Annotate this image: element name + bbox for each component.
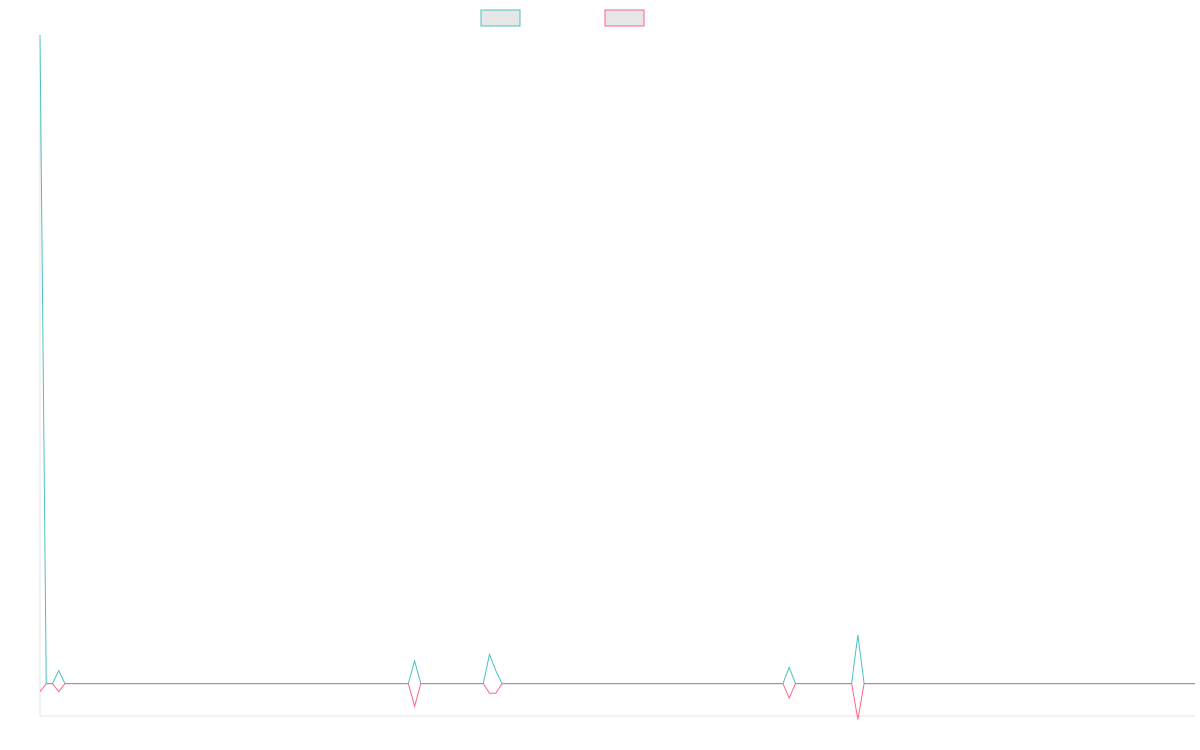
series-line-1	[39, 34, 1195, 685]
series-line-2	[39, 683, 1195, 720]
legend-swatch-1[interactable]	[480, 9, 521, 27]
legend	[480, 9, 645, 27]
legend-swatch-2[interactable]	[604, 9, 645, 27]
series-layer	[39, 34, 1195, 720]
